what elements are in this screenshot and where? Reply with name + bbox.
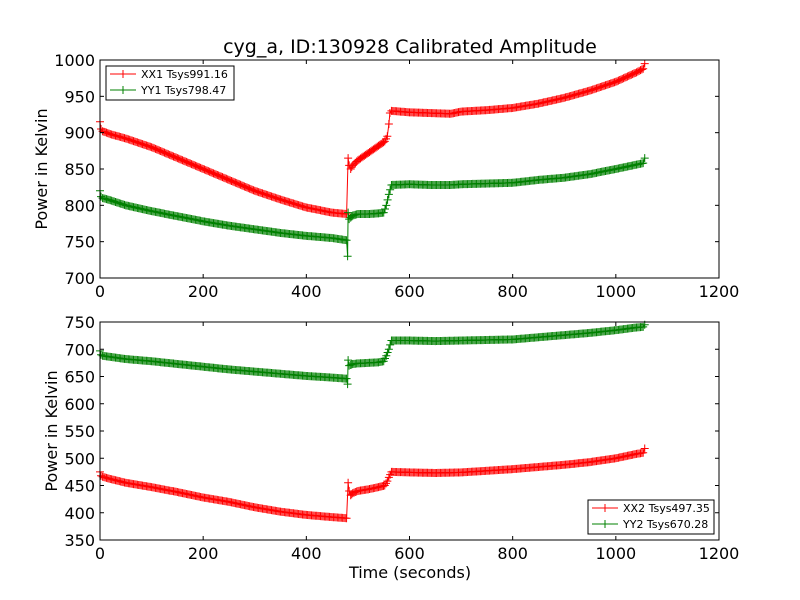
top-ticks-layer: 0 200 400 600 800 1000 1200 700 750 800 850 900 950 1…: [54, 51, 739, 301]
x-axis-label: Time (seconds): [348, 563, 471, 582]
bottom-marker-xx2: [342, 514, 351, 523]
top-y-axis-label: Power in Kelvin: [32, 108, 51, 229]
top-marker-xx1: [640, 59, 649, 68]
top-marker-yy1: [342, 236, 351, 245]
top-marker-yy1: [343, 252, 352, 261]
top-y-tick-label: 850: [64, 160, 95, 179]
top-marker-yy1: [379, 208, 388, 217]
bottom-marker-yy2: [346, 361, 355, 370]
bottom-marker-yy2: [342, 374, 351, 383]
top-marker-yy1: [383, 195, 392, 204]
bottom-series-markers-xx2: [96, 444, 649, 523]
bottom-marker-xx2: [639, 448, 648, 457]
top-x-tick-label: 200: [188, 282, 219, 301]
bottom-marker-xx2: [344, 478, 353, 487]
top-y-tick-label: 750: [64, 233, 95, 252]
top-panel: cyg_a, ID:130928 Calibrated Amplitude 0 2…: [32, 36, 739, 301]
top-marker-xx1: [384, 119, 393, 128]
bottom-y-tick-label: 700: [64, 340, 95, 359]
bottom-marker-yy2: [344, 356, 353, 365]
top-marker-xx1: [637, 65, 646, 74]
bottom-y-axis-label: Power in Kelvin: [42, 370, 61, 491]
top-marker-xx1: [639, 64, 648, 73]
legend-marker: [601, 504, 609, 512]
bottom-marker-yy2: [382, 351, 391, 360]
bottom-marker-xx2: [383, 477, 392, 486]
top-x-tick-label: 1000: [595, 282, 636, 301]
top-x-tick-label: 0: [95, 282, 105, 301]
top-marker-yy1: [639, 159, 648, 168]
bottom-legend-label-xx2: XX2 Tsys497.35: [623, 502, 710, 515]
bottom-y-tick-label: 450: [64, 477, 95, 496]
bottom-x-tick-label: 0: [95, 544, 105, 563]
legend-marker: [119, 70, 127, 78]
top-x-tick-label: 1200: [699, 282, 740, 301]
top-legend: XX1 Tsys991.16 YY1 Tsys798.47: [105, 65, 235, 101]
bottom-x-tick-label: 400: [291, 544, 322, 563]
top-marker-xx1: [342, 210, 351, 219]
bottom-marker-yy2: [343, 380, 352, 389]
bottom-panel: 0 200 400 600 800 1000 1200 350 400 450 500 550 600 6…: [42, 313, 739, 582]
top-marker-yy1: [344, 208, 353, 217]
top-legend-box: [105, 65, 235, 101]
bottom-marker-yy2: [384, 345, 393, 354]
top-legend-label-yy1: YY1 Tsys798.47: [140, 84, 226, 97]
top-y-tick-label: 1000: [54, 51, 95, 70]
bottom-legend: XX2 Tsys497.35 YY2 Tsys670.28: [587, 499, 715, 535]
top-marker-yy1: [382, 201, 391, 210]
top-x-tick-label: 800: [497, 282, 528, 301]
top-series-markers-xx1: [96, 59, 649, 219]
top-marker-yy1: [384, 190, 393, 199]
bottom-legend-box: [587, 499, 715, 535]
top-series-layer: [96, 59, 649, 261]
bottom-series-layer: [96, 320, 649, 523]
top-marker-yy1: [640, 154, 649, 163]
bottom-y-tick-label: 350: [64, 531, 95, 550]
bottom-y-tick-label: 650: [64, 368, 95, 387]
top-marker-xx1: [383, 132, 392, 141]
top-marker-yy1: [380, 204, 389, 213]
bottom-x-tick-label: 1000: [595, 544, 636, 563]
bottom-y-tick-label: 550: [64, 422, 95, 441]
bottom-marker-xx2: [640, 444, 649, 453]
top-marker-xx1: [344, 154, 353, 163]
bottom-ticks-layer: 0 200 400 600 800 1000 1200 350 400 450 500 550 600 6…: [64, 313, 739, 563]
legend-marker: [119, 86, 127, 94]
top-x-tick-label: 400: [291, 282, 322, 301]
top-y-tick-label: 800: [64, 196, 95, 215]
top-y-tick-label: 950: [64, 87, 95, 106]
top-x-tick-label: 600: [394, 282, 425, 301]
top-y-tick-label: 900: [64, 124, 95, 143]
legend-marker: [601, 520, 609, 528]
top-chart-title: cyg_a, ID:130928 Calibrated Amplitude: [223, 36, 597, 58]
bottom-marker-yy2: [383, 348, 392, 357]
bottom-x-tick-label: 1200: [699, 544, 740, 563]
bottom-legend-label-yy2: YY2 Tsys670.28: [622, 518, 708, 531]
bottom-y-tick-label: 500: [64, 449, 95, 468]
top-series-markers-yy1: [96, 154, 649, 261]
bottom-y-tick-label: 400: [64, 504, 95, 523]
bottom-x-tick-label: 200: [188, 544, 219, 563]
top-legend-label-xx1: XX1 Tsys991.16: [141, 68, 228, 81]
bottom-x-tick-label: 800: [497, 544, 528, 563]
bottom-x-tick-label: 600: [394, 544, 425, 563]
bottom-series-markers-yy2: [96, 320, 649, 389]
bottom-y-tick-label: 600: [64, 395, 95, 414]
top-marker-xx1: [346, 165, 355, 173]
bottom-marker-yy2: [386, 340, 395, 349]
top-y-tick-label: 700: [64, 269, 95, 288]
top-marker-yy1: [386, 185, 395, 194]
bottom-y-tick-label: 750: [64, 313, 95, 332]
